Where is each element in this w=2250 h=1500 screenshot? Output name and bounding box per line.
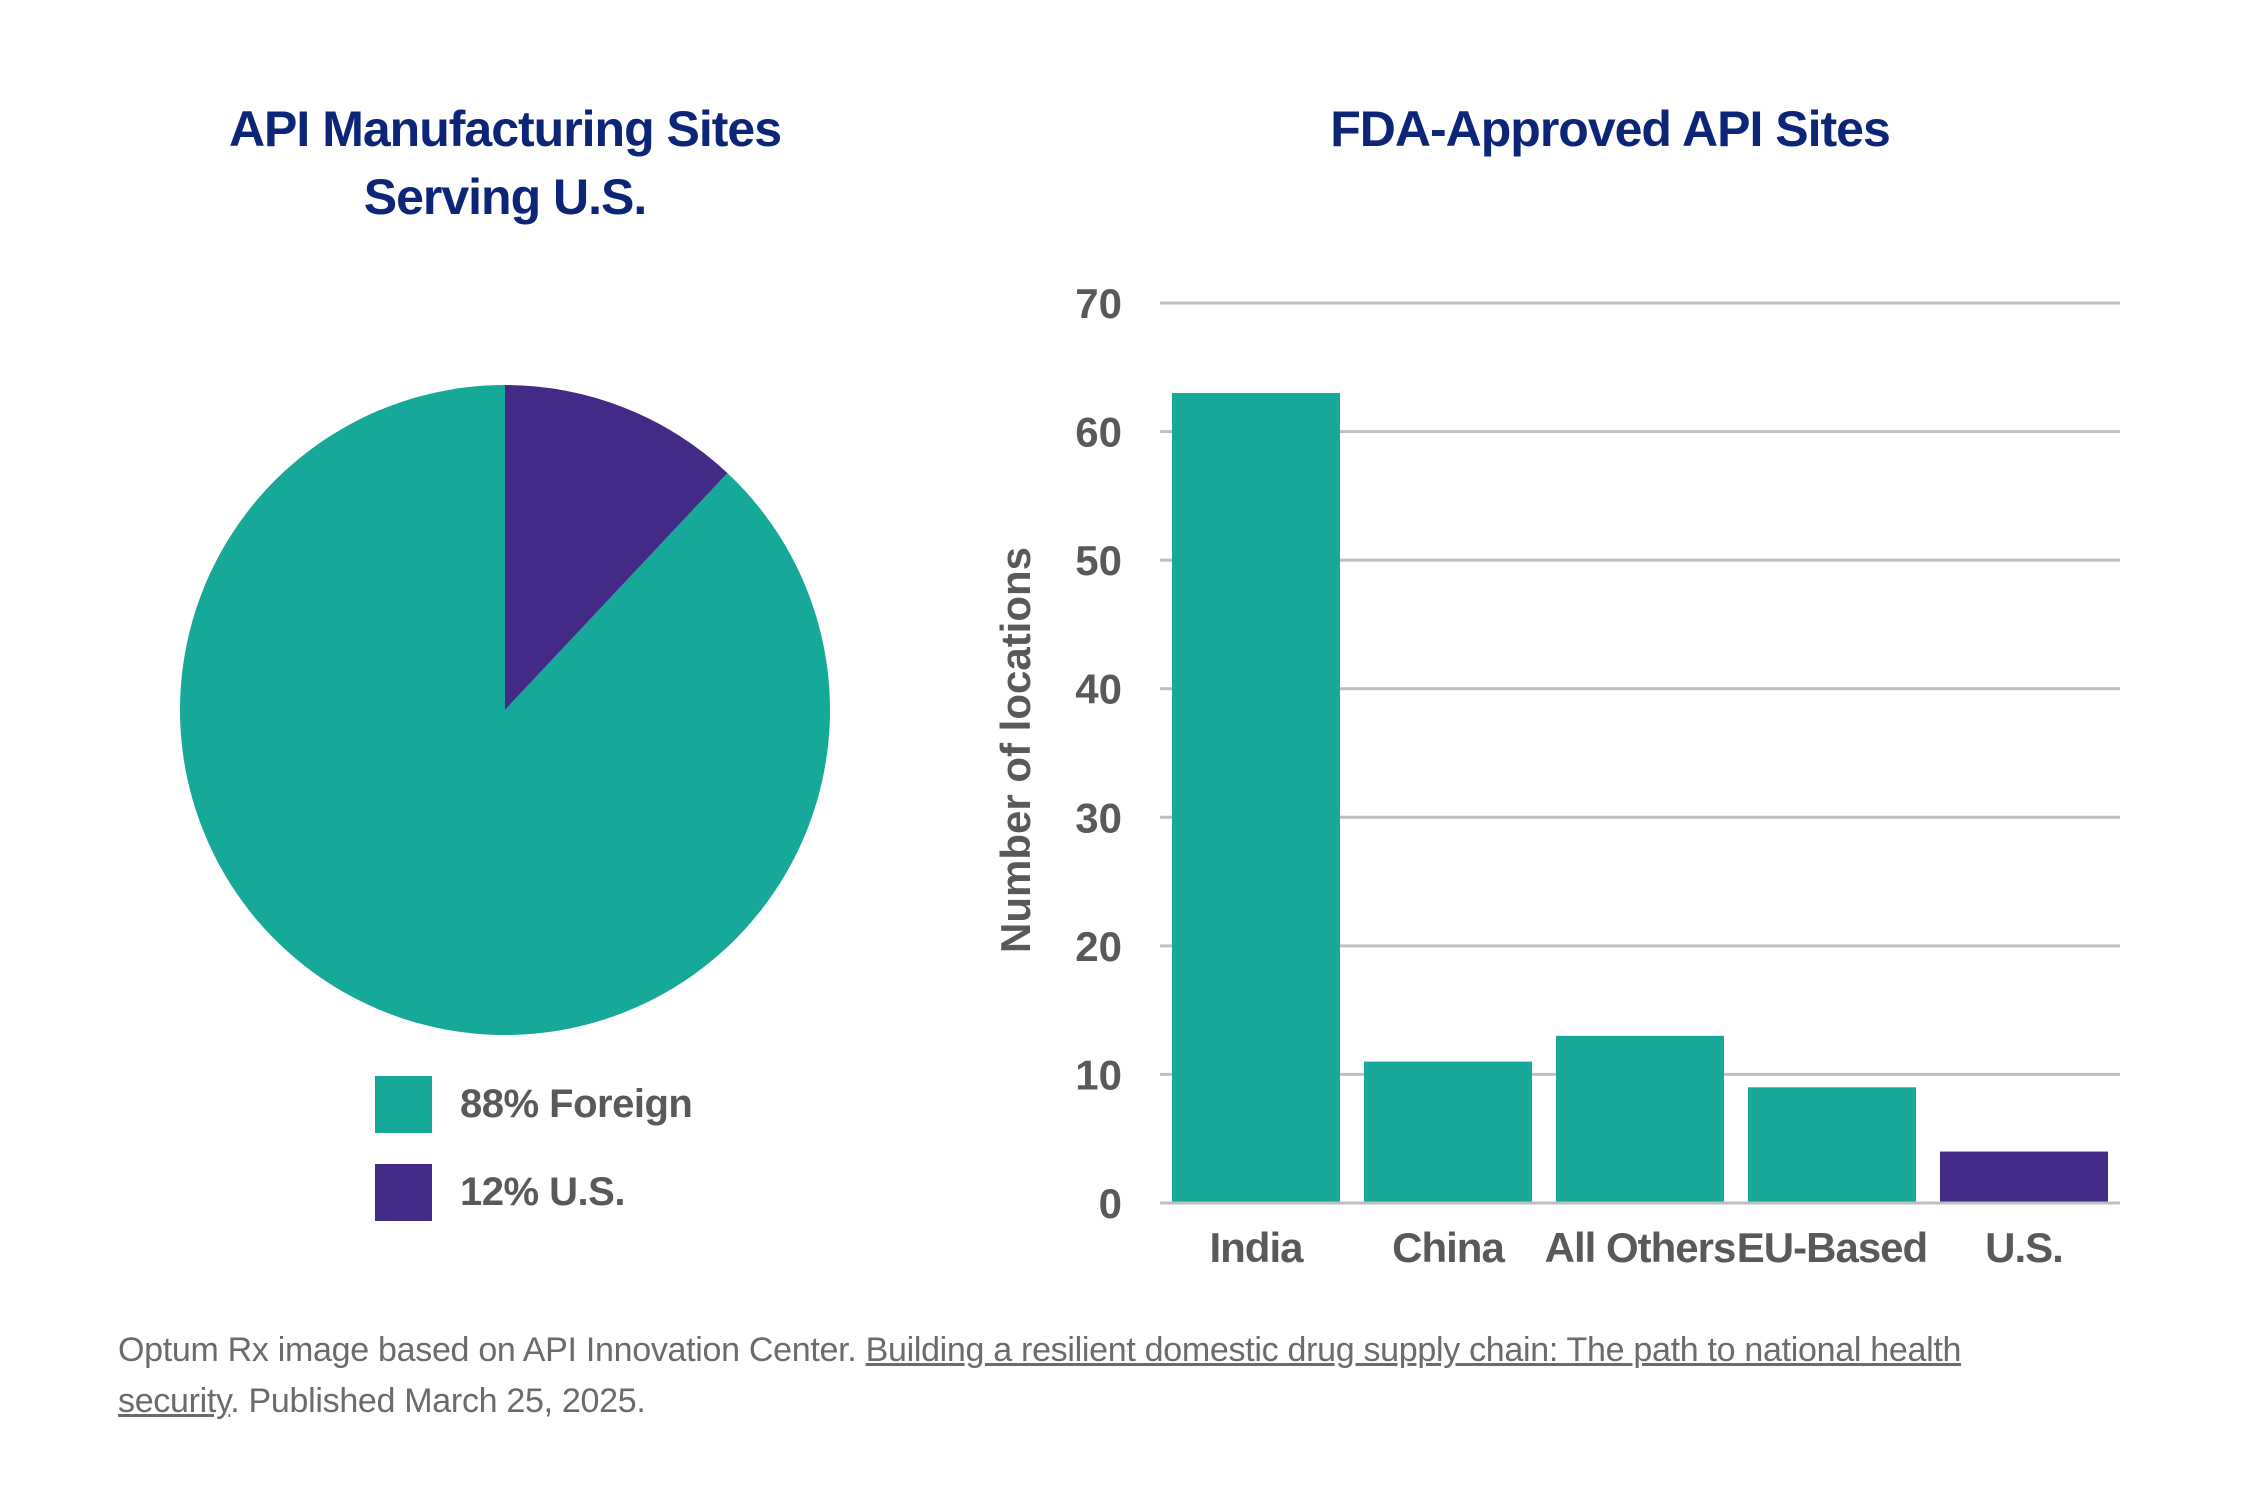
legend-swatch-foreign	[375, 1075, 432, 1133]
y-tick-label: 20	[1075, 923, 1122, 970]
footnote-prefix: Optum Rx image based on API Innovation C…	[118, 1331, 866, 1369]
y-tick-label: 50	[1075, 537, 1122, 584]
pie-slice-foreign	[179, 385, 830, 1035]
y-tick-label: 70	[1075, 280, 1122, 327]
footnote-suffix: . Published March 25, 2025.	[230, 1382, 646, 1420]
y-tick-label: 30	[1075, 794, 1122, 841]
bar-china	[1364, 1061, 1532, 1203]
y-tick-label: 10	[1075, 1051, 1122, 1098]
legend-label-us: 12% U.S.	[460, 1169, 625, 1214]
pie-chart-title: API Manufacturing Sites Serving U.S.	[140, 95, 870, 231]
y-tick-label: 0	[1099, 1180, 1122, 1227]
y-axis-label: Number of locations	[992, 547, 1039, 953]
pie-slice-us	[505, 385, 728, 710]
pie-title-line-1: API Manufacturing Sites	[228, 101, 782, 157]
x-tick-label: U.S.	[1985, 1224, 2063, 1271]
bar-chart: 0 10 20 30 40 50 60 70 Number of locations India C…	[992, 280, 2120, 1271]
legend-item-us: 12% U.S.	[375, 1163, 692, 1221]
x-tick-label: China	[1392, 1224, 1505, 1271]
legend-item-foreign: 88% Foreign	[375, 1075, 693, 1133]
bar-u-s	[1940, 1151, 2108, 1203]
x-tick-label: EU-Based	[1737, 1224, 1927, 1271]
y-tick-label: 40	[1075, 666, 1122, 713]
pie-chart	[179, 385, 830, 1035]
bar-eu-based	[1748, 1087, 1916, 1203]
legend-label-foreign: 88% Foreign	[460, 1081, 693, 1126]
bar-india	[1172, 393, 1340, 1203]
bar-chart-title: FDA-Approved API Sites	[1330, 101, 1891, 157]
x-tick-label: India	[1209, 1224, 1304, 1271]
legend-swatch-us	[375, 1163, 432, 1221]
source-footnote: Optum Rx image based on API Innovation C…	[118, 1325, 2068, 1427]
y-tick-label: 60	[1075, 409, 1122, 456]
pie-legend: 88% Foreign 12% U.S.	[375, 1075, 693, 1251]
pie-title-line-2: Serving U.S.	[363, 169, 648, 225]
bar-all-others	[1556, 1035, 1724, 1203]
x-tick-label: All Others	[1545, 1224, 1736, 1271]
source-link[interactable]: Building a resilient domestic drug suppl…	[118, 1331, 1962, 1420]
